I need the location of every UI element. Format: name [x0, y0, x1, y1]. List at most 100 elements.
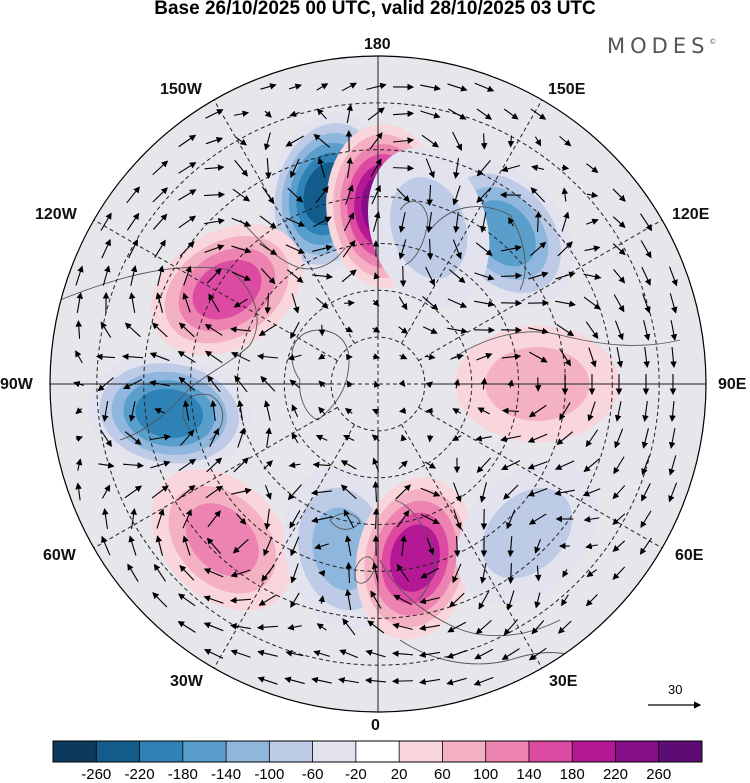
wind-arrow: [259, 242, 278, 256]
wind-arrow: [121, 353, 144, 360]
wind-arrow: [102, 265, 111, 286]
wind-arrow: [477, 407, 490, 415]
wind-arrow: [372, 353, 381, 360]
wind-arrow: [314, 543, 329, 550]
wind-arrow: [75, 482, 82, 501]
wind-arrow: [508, 216, 515, 227]
brand-logo: MODES©: [607, 34, 716, 58]
wind-arrow: [285, 650, 304, 657]
colorbar-tick-label: -20: [345, 766, 367, 783]
wind-arrow: [154, 408, 165, 415]
wind-arrow: [640, 213, 653, 232]
wind-arrow: [345, 326, 354, 333]
wind-arrow: [233, 298, 248, 308]
meridian-line: [93, 406, 338, 549]
colorbar-swatch: [399, 741, 443, 762]
wind-arrow: [399, 265, 407, 288]
wind-arrow: [75, 350, 83, 364]
wind-arrow: [475, 435, 492, 442]
wind-arrow: [452, 408, 462, 415]
wind-arrow: [338, 677, 359, 684]
wind-arrow: [530, 187, 546, 203]
wind-arrow: [316, 83, 329, 91]
wind-arrow: [290, 563, 299, 584]
wind-arrow: [475, 242, 493, 256]
wind-arrow: [339, 649, 359, 659]
wind-arrow: [206, 537, 221, 554]
wind-arrow: [122, 462, 145, 469]
wind-arrow: [205, 136, 224, 145]
wind-arrow: [318, 406, 326, 415]
wind-arrow: [343, 509, 355, 529]
wind-arrow: [102, 401, 109, 422]
wind-arrow: [367, 620, 385, 634]
wind-arrow: [258, 594, 277, 606]
wind-arrow: [555, 271, 576, 280]
wind-arrow: [424, 461, 437, 469]
wind-arrow: [501, 244, 522, 252]
wind-arrow: [234, 159, 249, 177]
wind-arrow: [479, 212, 487, 233]
wind-arrow: [177, 621, 196, 633]
wind-arrow: [500, 435, 521, 443]
wind-arrow: [204, 218, 225, 225]
wind-arrow: [372, 480, 380, 503]
coast-alaska: [239, 219, 346, 270]
wind-arrow: [342, 239, 356, 258]
wind-arrow: [371, 408, 380, 415]
wind-arrow: [231, 271, 252, 281]
label-60w: 60W: [43, 547, 76, 564]
wind-arrow: [475, 619, 492, 635]
wind-arrow: [123, 379, 143, 389]
wind-arrow: [178, 322, 195, 338]
wind-arrow: [289, 510, 301, 529]
wind-arrow: [426, 212, 433, 233]
colorbar-tick-label: -180: [167, 766, 198, 783]
wind-arrow: [153, 563, 166, 582]
wind-arrow: [585, 594, 598, 607]
wind-arrow: [312, 461, 331, 469]
wind-arrow: [264, 485, 272, 500]
coast-siberia: [449, 331, 681, 361]
wind-arrow: [507, 562, 515, 585]
wind-arrow: [73, 380, 84, 388]
wind-arrow: [640, 240, 652, 259]
wind-arrow: [400, 434, 407, 442]
wind-arrow: [371, 434, 380, 442]
wind-arrow: [130, 508, 137, 529]
wind-arrow: [501, 353, 522, 360]
wind-arrow: [203, 622, 224, 632]
wind-arrow: [392, 137, 415, 144]
wind-arrow: [447, 298, 468, 308]
wind-arrow: [206, 457, 223, 473]
wind-arrow: [398, 460, 408, 470]
wind-arrow: [398, 407, 407, 414]
wind-arrow: [130, 265, 138, 286]
wind-arrow: [340, 484, 357, 500]
wind-arrow: [527, 433, 548, 443]
wind-arrow: [310, 489, 333, 496]
wind-arrow: [586, 218, 599, 225]
wind-arrow: [291, 404, 299, 418]
wind-arrow: [204, 323, 223, 336]
colorbar-frame: [52, 740, 703, 763]
wind-arrow: [340, 460, 357, 470]
label-120e: 120E: [672, 206, 710, 223]
wind-arrow: [180, 429, 195, 446]
wind-arrow: [288, 83, 302, 90]
colorbar-tick-label: 140: [516, 766, 542, 783]
wind-arrow: [480, 377, 488, 390]
label-90e: 90E: [718, 376, 747, 393]
wind-arrow: [149, 352, 170, 362]
wind-arrow: [290, 321, 300, 340]
wind-arrow: [612, 188, 626, 202]
wind-arrow: [206, 267, 222, 284]
wind-arrow: [420, 84, 441, 92]
wind-arrow: [100, 212, 112, 231]
coast-hudson-bay: [182, 393, 224, 441]
wind-arrow: [668, 428, 676, 449]
wind-arrow: [285, 244, 306, 254]
wind-arrow: [346, 380, 354, 388]
wind-arrow: [128, 535, 137, 556]
wind-arrow: [452, 239, 462, 260]
